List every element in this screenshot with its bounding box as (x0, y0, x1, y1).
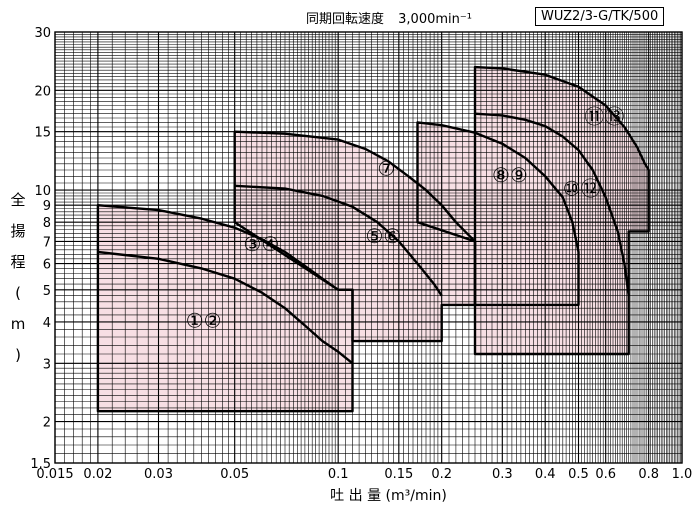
x-tick-label: 1.0 (672, 467, 693, 482)
speed-header: 同期回転速度 3,000min⁻¹ (306, 8, 472, 27)
region-label-5: ⑧⑨ (492, 163, 528, 187)
x-tick-label: 0.6 (595, 467, 616, 482)
region-curve-3 (234, 184, 443, 297)
x-tick-label: 0.3 (492, 467, 513, 482)
y-tick-label: 2 (43, 416, 51, 431)
x-tick-label: 0.03 (144, 467, 173, 482)
region-outline-6 (473, 65, 650, 356)
y-axis-title-char: 程 (10, 253, 25, 271)
region-outline-5 (416, 121, 580, 307)
y-axis-title-char: ) (15, 346, 21, 364)
y-tick-label: 20 (34, 84, 51, 99)
region-curve-6 (474, 112, 630, 296)
region-label-3: ⑤⑥ (366, 224, 402, 248)
x-tick-label: 0.4 (535, 467, 556, 482)
y-tick-label: 3 (43, 357, 51, 372)
y-tick-label: 5 (43, 284, 51, 299)
y-tick-label: 7 (43, 235, 51, 250)
region-outline-2 (233, 130, 477, 343)
y-axis-title-char: ( (15, 284, 21, 302)
y-tick-label: 30 (34, 26, 51, 41)
y-tick-label: 10 (34, 184, 51, 199)
y-axis-title-char: 揚 (10, 222, 25, 240)
region-label-6: ⑩⑫ (563, 177, 601, 201)
plot-frame (54, 31, 683, 464)
y-tick-label: 15 (34, 126, 51, 141)
x-tick-label: 0.8 (638, 467, 659, 482)
x-tick-label: 0.1 (328, 467, 349, 482)
x-tick-label: 0.5 (568, 467, 589, 482)
speed-value: 3,000min⁻¹ (398, 12, 472, 27)
y-tick-label: 9 (43, 199, 51, 214)
model-label: WUZ2/3-G/TK/500 (541, 9, 659, 24)
region-label-2: ③④ (243, 232, 279, 256)
x-tick-label: 0.05 (220, 467, 249, 482)
y-tick-label: 8 (43, 216, 51, 231)
y-axis-title-char: 全 (10, 191, 25, 209)
region-label-4: ⑦ (377, 157, 395, 181)
speed-label: 同期回転速度 (306, 12, 385, 27)
y-tick-label: 6 (43, 258, 51, 273)
region-fill-2 (234, 131, 475, 342)
model-box: WUZ2/3-G/TK/500 (535, 7, 665, 26)
region-label-1: ①② (186, 308, 222, 332)
x-axis-title: 吐 出 量 (m³/min) (330, 488, 447, 504)
region-curve-1 (97, 250, 354, 365)
x-tick-label: 0.02 (83, 467, 112, 482)
x-tick-label: 0.015 (36, 467, 73, 482)
x-tick-label: 0.2 (431, 467, 452, 482)
region-label-7: ⑪⑬ (584, 105, 624, 129)
x-tick-label: 0.15 (384, 467, 413, 482)
y-axis-title-char: m (11, 315, 26, 333)
y-tick-label: 1.5 (30, 457, 51, 472)
region-lines (96, 65, 650, 413)
y-tick-label: 4 (43, 316, 51, 331)
